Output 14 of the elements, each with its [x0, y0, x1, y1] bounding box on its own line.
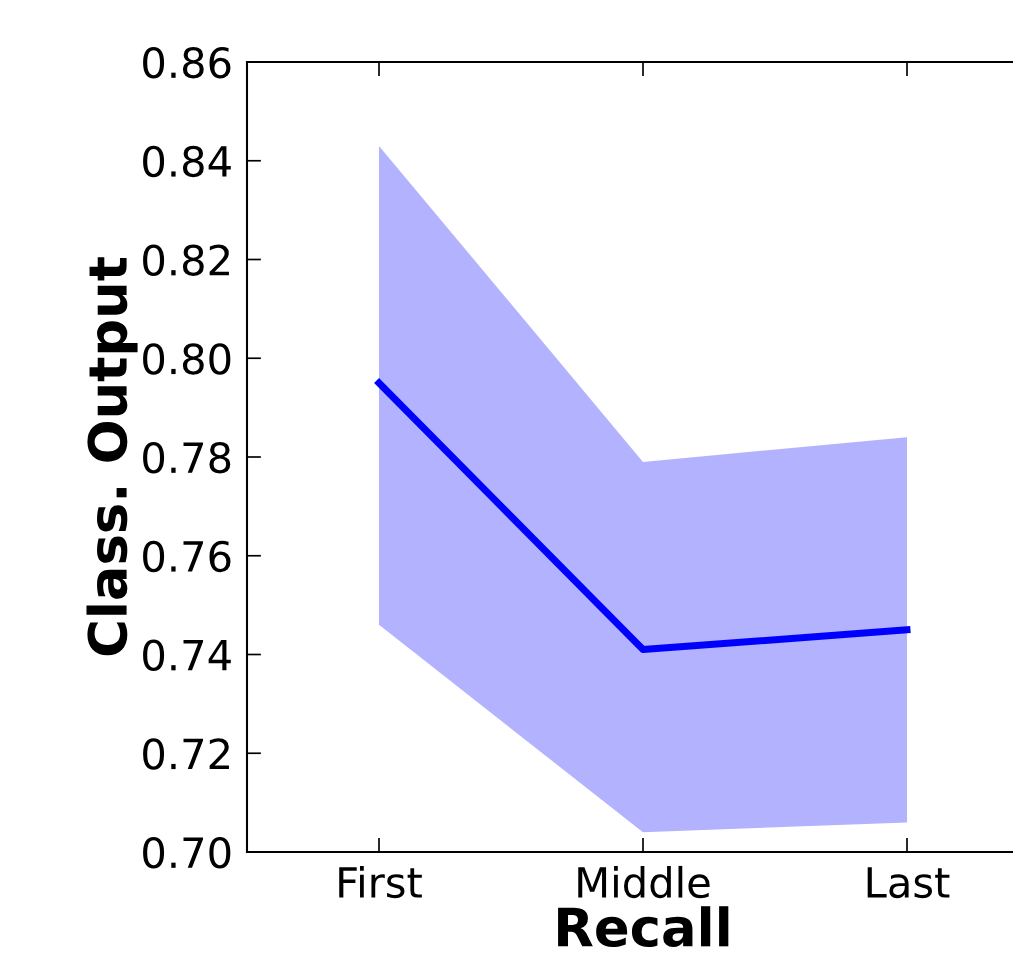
y-tick-label: 0.84 [143, 145, 231, 178]
x-tick-label: Middle [578, 865, 710, 899]
y-tick-label: 0.78 [143, 441, 231, 474]
y-tick-label: 0.72 [143, 738, 229, 770]
y-tick-label: 0.80 [143, 343, 231, 375]
y-tick-label: 0.86 [143, 46, 231, 79]
x-axis-title: Recall [558, 906, 729, 948]
y-axis-title: Class. Output [86, 257, 138, 656]
y-tick-label: 0.74 [143, 639, 231, 671]
x-tick-label: First [339, 865, 422, 899]
y-tick-label: 0.76 [143, 540, 231, 573]
y-tick-label: 0.70 [143, 836, 231, 869]
x-tick-label: Last [867, 867, 950, 899]
y-tick-label: 0.82 [143, 244, 229, 276]
